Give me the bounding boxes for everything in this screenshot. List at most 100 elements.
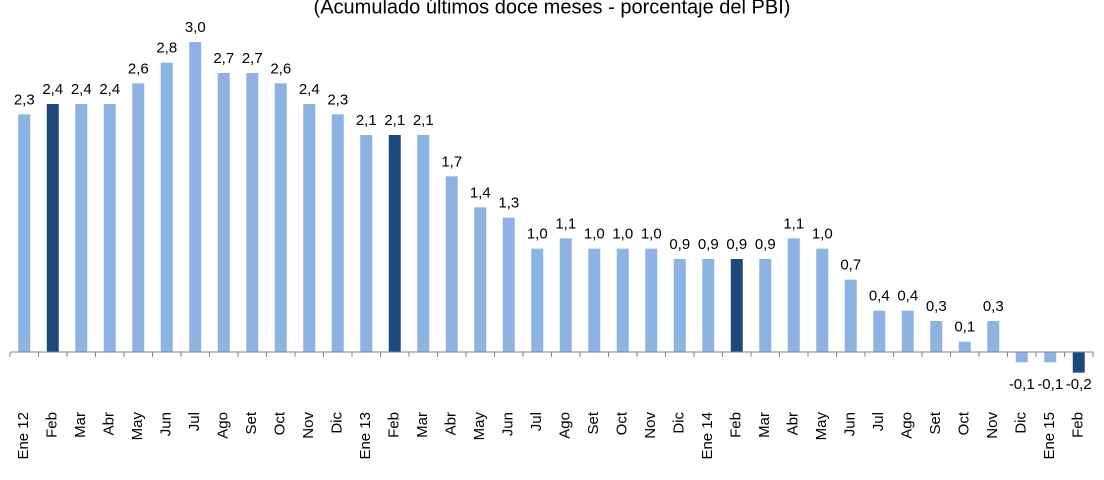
bar [531,248,544,352]
bar [75,104,88,352]
value-label: 2,4 [42,81,63,98]
value-label: 1,1 [783,215,804,232]
value-label: 0,3 [983,298,1004,315]
value-label: -0,1 [1009,376,1035,393]
bar [645,248,658,352]
value-label: -0,1 [1037,376,1063,393]
x-tick-label: Oct [956,411,973,435]
x-tick-label: Nov [300,412,317,439]
bar [360,135,373,352]
x-tick-label: Dic [329,412,346,434]
bar [958,341,971,352]
bar [388,135,401,352]
bar [1015,352,1028,363]
value-label: 1,1 [555,215,576,232]
bar [673,259,686,352]
value-label: 2,4 [99,81,120,98]
bar [1072,352,1085,373]
x-tick-label: Oct [272,411,289,435]
x-tick-label: Ene 15 [1041,412,1058,460]
x-tick-label: Feb [728,412,745,438]
value-label: 0,1 [954,319,975,336]
x-tick-label: Set [243,411,260,434]
bar [844,279,857,352]
value-label: 2,3 [14,91,35,108]
x-tick-label: Set [927,411,944,434]
value-label: 0,4 [897,288,918,305]
value-label: 1,0 [812,226,833,243]
x-tick-label: Ene 12 [15,412,32,460]
x-tick-label: Abr [785,412,802,435]
x-tick-label: Feb [1070,412,1087,438]
value-label: 2,1 [384,112,405,129]
bar [1044,352,1057,363]
bar [730,259,743,352]
bar [502,217,515,352]
chart-subtitle: (Acumulado últimos doce meses - porcenta… [314,0,791,18]
value-label: 2,6 [270,60,291,77]
bar [474,207,487,352]
bar [616,248,629,352]
value-label: 0,3 [926,298,947,315]
x-tick-label: Ago [899,412,916,439]
value-label: 0,9 [698,236,719,253]
bar [160,62,173,353]
x-tick-label: Ago [215,412,232,439]
value-label: 1,0 [584,226,605,243]
bar [217,73,230,352]
value-label: 0,9 [669,236,690,253]
x-tick-label: Abr [443,412,460,435]
bar [816,248,829,352]
value-label: 2,1 [356,112,377,129]
bar [987,321,1000,352]
x-tick-label: Ago [557,412,574,439]
bar [103,104,116,352]
x-tick-label: Set [585,411,602,434]
x-tick-label: Jun [158,412,175,436]
value-label: 1,0 [612,226,633,243]
x-tick-label: Jul [870,412,887,431]
value-label: 2,1 [413,112,434,129]
x-tick-label: Jul [186,412,203,431]
x-tick-label: Ene 13 [357,412,374,460]
bar [246,73,259,352]
bar [274,83,287,352]
value-label: 2,7 [242,50,263,67]
value-label: 2,6 [128,60,149,77]
bar [787,238,800,352]
x-tick-label: Nov [642,412,659,439]
x-tick-label: Mar [72,412,89,438]
value-label: 1,0 [527,226,548,243]
x-tick-label: Jun [842,412,859,436]
bar [331,114,344,352]
value-label: 2,3 [327,91,348,108]
value-label: 1,3 [498,195,519,212]
x-tick-label: Abr [101,412,118,435]
bar [559,238,572,352]
value-label: -0,2 [1066,376,1092,393]
x-tick-label: May [813,412,830,441]
bar [588,248,601,352]
x-tick-label: Dic [1013,412,1030,434]
value-label: 1,7 [441,153,462,170]
x-tick-label: May [471,412,488,441]
value-label: 2,8 [156,40,177,57]
x-tick-label: Mar [756,412,773,438]
bar [759,259,772,352]
value-label: 0,4 [869,288,890,305]
x-tick-label: Nov [984,412,1001,439]
value-label: 1,4 [470,184,491,201]
bar [303,104,316,352]
x-tick-label: Dic [671,412,688,434]
x-tick-label: Jun [500,412,517,436]
x-tick-label: May [129,412,146,441]
value-label: 2,7 [213,50,234,67]
x-tick-label: Ene 14 [699,412,716,460]
value-label: 0,9 [755,236,776,253]
bar [46,104,59,352]
bar [18,114,31,352]
value-label: 3,0 [185,19,206,36]
bar [445,176,458,352]
bar [930,321,943,352]
